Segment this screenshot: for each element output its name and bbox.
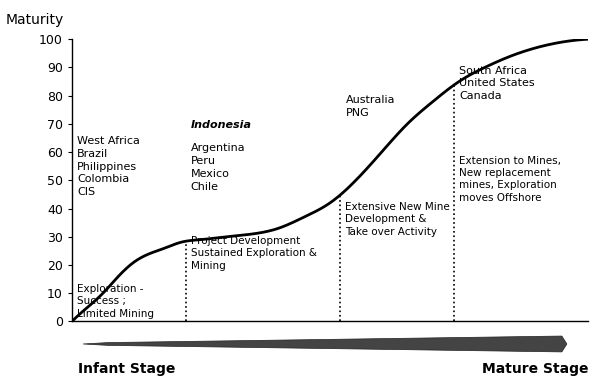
Text: Project Development
Sustained Exploration &
Mining: Project Development Sustained Exploratio… (191, 236, 317, 270)
Text: Extension to Mines,
New replacement
mines, Exploration
moves Offshore: Extension to Mines, New replacement mine… (459, 156, 561, 203)
Text: West Africa
Brazil
Philippines
Colombia
CIS: West Africa Brazil Philippines Colombia … (77, 136, 140, 197)
Text: South Africa
United States
Canada: South Africa United States Canada (459, 66, 535, 101)
Text: Exploration -
Success ;
Limited Mining: Exploration - Success ; Limited Mining (77, 284, 154, 319)
Text: Argentina
Peru
Mexico
Chile: Argentina Peru Mexico Chile (191, 143, 245, 192)
Text: Extensive New Mine
Development &
Take over Activity: Extensive New Mine Development & Take ov… (346, 202, 450, 237)
Text: Maturity: Maturity (6, 13, 64, 27)
Text: Indonesia: Indonesia (191, 120, 251, 129)
Text: Mature Stage: Mature Stage (482, 362, 588, 376)
Text: Infant Stage: Infant Stage (78, 362, 175, 376)
Polygon shape (83, 336, 567, 352)
Text: Australia
PNG: Australia PNG (346, 95, 395, 118)
